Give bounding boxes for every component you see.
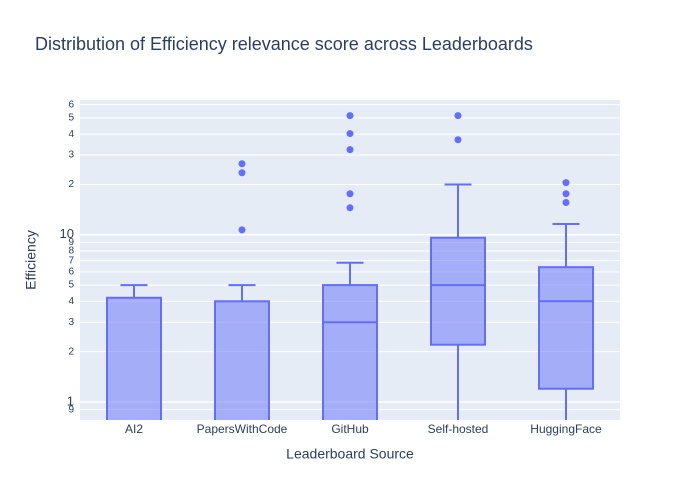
outlier: [346, 146, 354, 154]
y-tick-label: 2: [68, 346, 74, 357]
y-tick-label: 3: [68, 317, 74, 328]
y-tick-label: 2: [68, 179, 74, 190]
y-tick-label: 3: [68, 150, 74, 161]
y-tick-label: 10: [60, 226, 74, 241]
outlier: [562, 179, 570, 187]
box: [430, 236, 486, 346]
x-axis-label: Leaderboard Source: [286, 446, 414, 462]
box: [214, 300, 270, 420]
outlier: [346, 112, 354, 120]
outlier: [346, 130, 354, 138]
plot-marks: [106, 112, 594, 420]
outlier: [238, 226, 246, 234]
y-tick-label: 4: [68, 129, 74, 140]
x-tick-label: GitHub: [331, 422, 369, 436]
y-tick-label: 9: [68, 237, 74, 248]
y-tick-label: 5: [68, 280, 74, 291]
box: [322, 284, 378, 420]
outlier: [238, 169, 246, 177]
y-tick-label: 6: [68, 99, 74, 110]
outlier: [454, 136, 462, 144]
y-tick-label: 4: [68, 296, 74, 307]
y-tick-label: 9: [68, 404, 74, 415]
y-tick-label: 7: [68, 255, 74, 266]
box: [538, 266, 594, 390]
x-tick-label: Self-hosted: [428, 422, 489, 436]
chart-title: Distribution of Efficiency relevance sco…: [35, 34, 533, 54]
y-tick-label: 1: [67, 393, 74, 408]
outlier: [346, 204, 354, 212]
y-axis-label: Efficiency: [23, 230, 39, 290]
outlier: [562, 190, 570, 198]
outlier: [562, 198, 570, 206]
y-tick-label: 8: [68, 246, 74, 257]
outlier: [238, 160, 246, 168]
y-tick-label: 6: [68, 267, 74, 278]
x-tick-label: PapersWithCode: [197, 422, 288, 436]
box: [106, 296, 162, 420]
outlier: [454, 112, 462, 120]
x-tick-label: AI2: [125, 422, 143, 436]
outlier: [346, 190, 354, 198]
y-tick-label: 5: [68, 113, 74, 124]
x-tick-label: HuggingFace: [530, 422, 602, 436]
